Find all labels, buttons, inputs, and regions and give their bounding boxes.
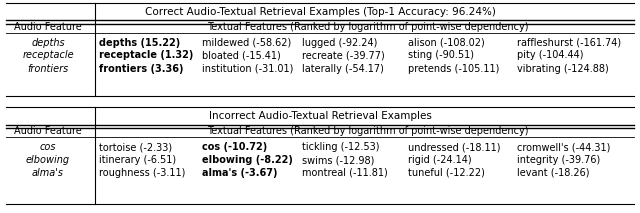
Text: cos (-10.72): cos (-10.72) (202, 142, 267, 152)
Text: frontiers: frontiers (28, 64, 68, 73)
Text: tuneful (-12.22): tuneful (-12.22) (408, 168, 485, 178)
Text: Textual Features (Ranked by logarithm of point-wise dependency): Textual Features (Ranked by logarithm of… (207, 22, 529, 32)
Text: elbowing: elbowing (26, 155, 70, 165)
Text: depths (15.22): depths (15.22) (99, 38, 180, 47)
Text: receptacle (1.32): receptacle (1.32) (99, 50, 193, 60)
Text: institution (-31.01): institution (-31.01) (202, 64, 293, 73)
Text: raffleshurst (-161.74): raffleshurst (-161.74) (517, 38, 621, 47)
Text: laterally (-54.17): laterally (-54.17) (302, 64, 384, 73)
Text: Audio Feature: Audio Feature (14, 22, 82, 32)
Text: montreal (-11.81): montreal (-11.81) (302, 168, 388, 178)
Text: receptacle: receptacle (22, 50, 74, 60)
Text: lugged (-92.24): lugged (-92.24) (302, 38, 378, 47)
Text: swims (-12.98): swims (-12.98) (302, 155, 374, 165)
Text: cos: cos (40, 142, 56, 152)
Text: bloated (-15.41): bloated (-15.41) (202, 50, 280, 60)
Text: sting (-90.51): sting (-90.51) (408, 50, 474, 60)
Text: pretends (-105.11): pretends (-105.11) (408, 64, 500, 73)
Text: alma's: alma's (32, 168, 64, 178)
Text: tickling (-12.53): tickling (-12.53) (302, 142, 380, 152)
Text: recreate (-39.77): recreate (-39.77) (302, 50, 385, 60)
Text: Correct Audio-Textual Retrieval Examples (Top-1 Accuracy: 96.24%): Correct Audio-Textual Retrieval Examples… (145, 7, 495, 17)
Text: tortoise (-2.33): tortoise (-2.33) (99, 142, 172, 152)
Text: alison (-108.02): alison (-108.02) (408, 38, 485, 47)
Text: Textual Features (Ranked by logarithm of point-wise dependency): Textual Features (Ranked by logarithm of… (207, 126, 529, 136)
Text: itinerary (-6.51): itinerary (-6.51) (99, 155, 177, 165)
Text: pity (-104.44): pity (-104.44) (517, 50, 584, 60)
Text: depths: depths (31, 38, 65, 47)
Text: frontiers (3.36): frontiers (3.36) (99, 64, 184, 73)
Text: rigid (-24.14): rigid (-24.14) (408, 155, 472, 165)
Text: levant (-18.26): levant (-18.26) (517, 168, 589, 178)
Text: roughness (-3.11): roughness (-3.11) (99, 168, 186, 178)
Text: elbowing (-8.22): elbowing (-8.22) (202, 155, 292, 165)
Text: alma's (-3.67): alma's (-3.67) (202, 168, 277, 178)
Text: Incorrect Audio-Textual Retrieval Examples: Incorrect Audio-Textual Retrieval Exampl… (209, 111, 431, 121)
Text: undressed (-18.11): undressed (-18.11) (408, 142, 501, 152)
Text: mildewed (-58.62): mildewed (-58.62) (202, 38, 291, 47)
Text: vibrating (-124.88): vibrating (-124.88) (517, 64, 609, 73)
Text: integrity (-39.76): integrity (-39.76) (517, 155, 600, 165)
Text: cromwell's (-44.31): cromwell's (-44.31) (517, 142, 611, 152)
Text: Audio Feature: Audio Feature (14, 126, 82, 136)
